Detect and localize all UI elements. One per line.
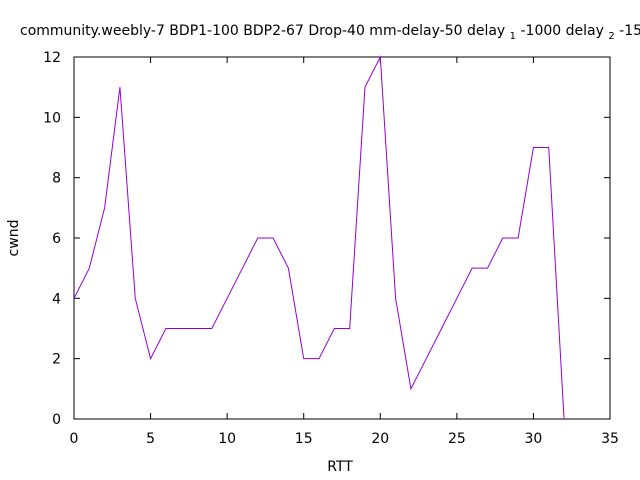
y-tick-label: 0 — [52, 412, 61, 428]
x-tick-label: 30 — [525, 431, 543, 447]
y-tick-label: 8 — [52, 171, 61, 187]
x-axis-label: RTT — [327, 459, 353, 475]
title-main: community.weebly-7 BDP1-100 BDP2-67 Drop… — [20, 23, 505, 39]
title-delay2-subscript: 2 — [608, 31, 614, 42]
chart-title: community.weebly-7 BDP1-100 BDP2-67 Drop… — [20, 23, 640, 43]
series-line — [73, 55, 565, 420]
y-tick-label: 2 — [52, 352, 61, 368]
title-delay1-subscript: 1 — [510, 31, 516, 42]
x-tick-label: 15 — [295, 431, 313, 447]
x-tick-label: 20 — [371, 431, 389, 447]
x-tick-label: 5 — [146, 431, 155, 447]
plot-frame — [73, 56, 611, 420]
x-tick-label: 35 — [601, 431, 619, 447]
title-delay2-value: -15 — [619, 23, 640, 39]
y-tick-label: 4 — [52, 291, 61, 307]
y-tick-label: 10 — [43, 110, 61, 126]
y-axis-label: cwnd — [6, 220, 22, 257]
axes: 0 5 10 15 20 25 30 35 0 2 4 6 8 10 12 — [43, 50, 619, 447]
series-layer — [73, 55, 565, 420]
x-tick-label: 0 — [70, 431, 79, 447]
x-tick-label: 10 — [218, 431, 236, 447]
x-tick-label: 25 — [448, 431, 466, 447]
y-tick-label: 6 — [52, 231, 61, 247]
title-delay1-value: -1000 delay — [521, 23, 604, 39]
y-tick-label: 12 — [43, 50, 61, 66]
